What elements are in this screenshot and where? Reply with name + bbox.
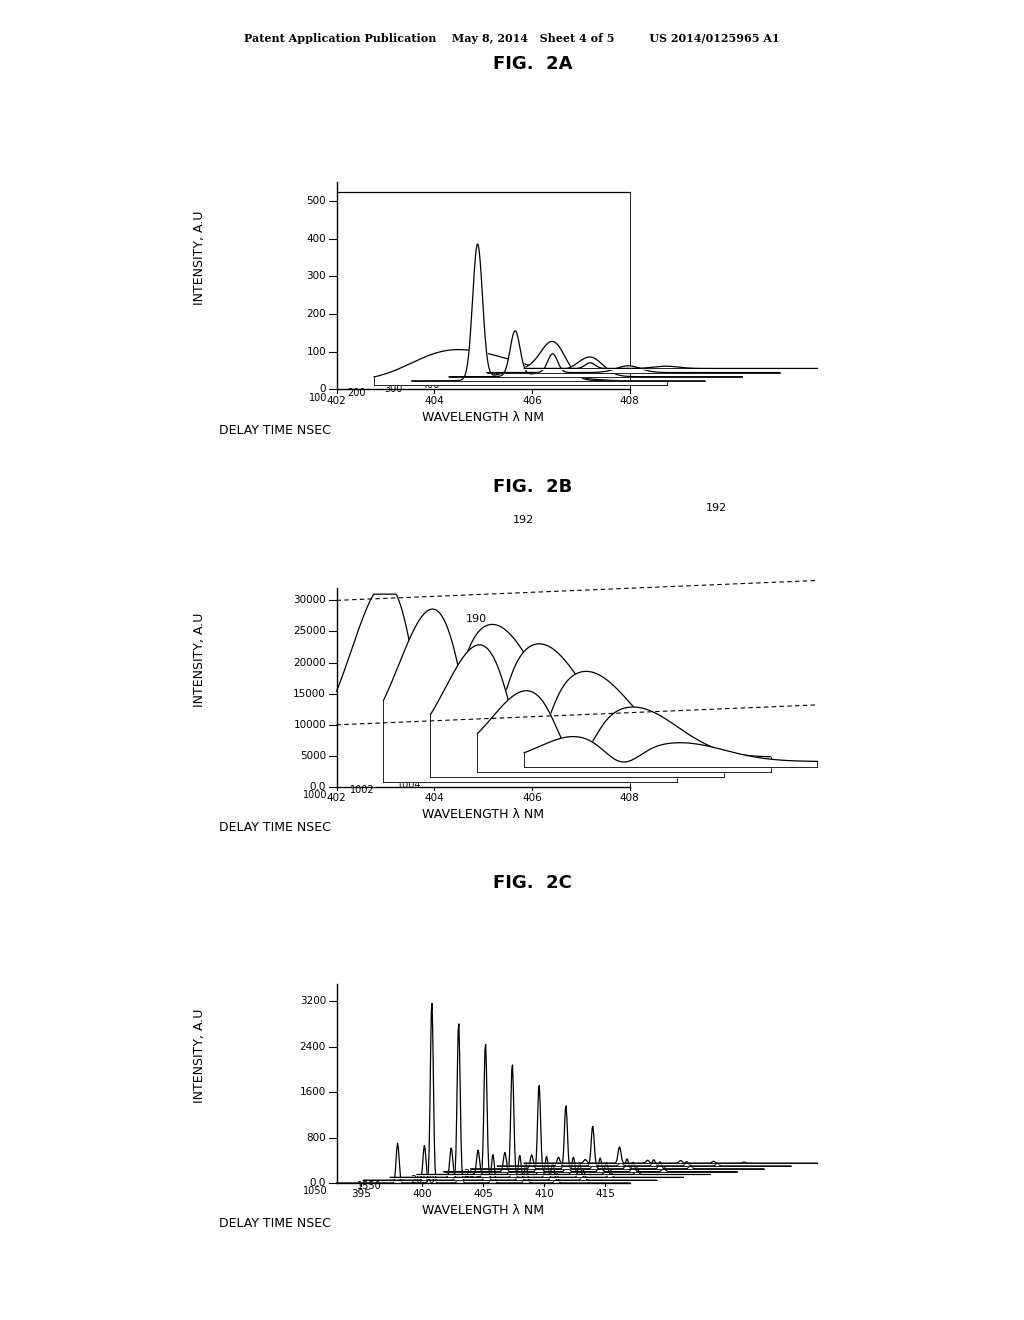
Text: 3200: 3200 bbox=[300, 997, 326, 1006]
Text: 2400: 2400 bbox=[300, 1041, 326, 1052]
Text: 500: 500 bbox=[306, 197, 326, 206]
Text: 192: 192 bbox=[512, 515, 534, 524]
Text: 100: 100 bbox=[309, 392, 328, 403]
Text: FIG.  2B: FIG. 2B bbox=[493, 478, 572, 496]
Text: 1008: 1008 bbox=[490, 771, 515, 780]
Text: DELAY TIME NSEC: DELAY TIME NSEC bbox=[219, 821, 331, 834]
Text: 200: 200 bbox=[347, 388, 366, 399]
Text: 800: 800 bbox=[306, 1133, 326, 1143]
Text: 410: 410 bbox=[535, 1189, 554, 1200]
Text: INTENSITY, A.U: INTENSITY, A.U bbox=[194, 1008, 206, 1104]
Text: 400: 400 bbox=[413, 1189, 432, 1200]
Text: 200: 200 bbox=[306, 309, 326, 319]
Text: 15000: 15000 bbox=[293, 689, 326, 698]
Text: 10000: 10000 bbox=[293, 719, 326, 730]
Text: 20000: 20000 bbox=[293, 657, 326, 668]
Text: INTENSITY, A.U: INTENSITY, A.U bbox=[194, 612, 206, 708]
Text: 400: 400 bbox=[306, 234, 326, 244]
Text: 500: 500 bbox=[460, 376, 478, 385]
Text: FIG.  2A: FIG. 2A bbox=[493, 55, 572, 74]
Text: WAVELENGTH λ NM: WAVELENGTH λ NM bbox=[422, 808, 544, 821]
Text: 400: 400 bbox=[422, 380, 440, 391]
Text: 1000: 1000 bbox=[303, 791, 328, 800]
Text: 408: 408 bbox=[620, 793, 640, 804]
Text: Patent Application Publication    May 8, 2014   Sheet 4 of 5         US 2014/012: Patent Application Publication May 8, 20… bbox=[244, 33, 780, 44]
Text: 30000: 30000 bbox=[293, 595, 326, 606]
Text: 0.0: 0.0 bbox=[309, 781, 326, 792]
Text: 395: 395 bbox=[351, 1189, 371, 1200]
Text: 192: 192 bbox=[706, 503, 727, 513]
Text: 402: 402 bbox=[327, 396, 346, 405]
Text: INTENSITY, A.U: INTENSITY, A.U bbox=[194, 210, 206, 305]
Text: DELAY TIME NSEC: DELAY TIME NSEC bbox=[219, 425, 331, 437]
Text: 404: 404 bbox=[424, 793, 444, 804]
Text: 100: 100 bbox=[306, 347, 326, 356]
Text: 402: 402 bbox=[327, 793, 346, 804]
Text: 190: 190 bbox=[466, 614, 486, 624]
Text: 406: 406 bbox=[522, 396, 542, 405]
Text: 1004: 1004 bbox=[397, 780, 422, 791]
Text: 1006: 1006 bbox=[444, 775, 468, 785]
Text: 2550: 2550 bbox=[464, 1170, 488, 1179]
Text: 0: 0 bbox=[319, 384, 326, 395]
Text: 5000: 5000 bbox=[300, 751, 326, 760]
Text: 0.0: 0.0 bbox=[309, 1177, 326, 1188]
Text: WAVELENGTH λ NM: WAVELENGTH λ NM bbox=[422, 1204, 544, 1217]
Text: 600: 600 bbox=[497, 372, 515, 381]
Text: WAVELENGTH λ NM: WAVELENGTH λ NM bbox=[422, 412, 544, 424]
Text: 404: 404 bbox=[424, 396, 444, 405]
Text: DELAY TIME NSEC: DELAY TIME NSEC bbox=[219, 1217, 331, 1230]
Text: 2050: 2050 bbox=[411, 1175, 435, 1185]
Text: FIG.  2C: FIG. 2C bbox=[493, 874, 572, 892]
Text: 25000: 25000 bbox=[293, 627, 326, 636]
Text: 300: 300 bbox=[384, 384, 402, 395]
Text: 1002: 1002 bbox=[350, 785, 375, 796]
Text: 408: 408 bbox=[620, 396, 640, 405]
Text: 1550: 1550 bbox=[356, 1180, 381, 1191]
Text: 405: 405 bbox=[473, 1189, 493, 1200]
Text: 406: 406 bbox=[522, 793, 542, 804]
Text: 300: 300 bbox=[306, 272, 326, 281]
Text: 415: 415 bbox=[595, 1189, 615, 1200]
Text: 1050: 1050 bbox=[303, 1187, 328, 1196]
Text: 1600: 1600 bbox=[300, 1086, 326, 1097]
